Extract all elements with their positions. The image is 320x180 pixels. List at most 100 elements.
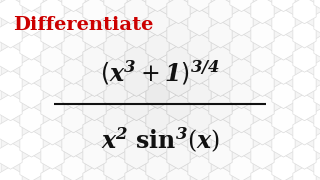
Polygon shape <box>83 142 106 169</box>
Polygon shape <box>188 82 211 109</box>
Polygon shape <box>83 94 106 121</box>
Polygon shape <box>293 166 316 180</box>
Polygon shape <box>20 106 43 133</box>
Polygon shape <box>251 118 274 145</box>
Polygon shape <box>188 154 211 180</box>
Polygon shape <box>146 154 169 180</box>
Polygon shape <box>0 0 1 12</box>
Text: ${\bfit x}^{\bfit 2}\ \mathbf{sin}^{\bfit 3}({\bfit x})$: ${\bfit x}^{\bfit 2}\ \mathbf{sin}^{\bfi… <box>100 126 220 155</box>
Polygon shape <box>230 130 253 157</box>
Polygon shape <box>209 118 232 145</box>
Polygon shape <box>41 118 64 145</box>
Polygon shape <box>83 118 106 145</box>
Polygon shape <box>104 106 127 133</box>
Polygon shape <box>146 9 169 36</box>
Polygon shape <box>104 130 127 157</box>
Polygon shape <box>293 0 316 24</box>
Polygon shape <box>209 94 232 121</box>
Polygon shape <box>314 57 320 84</box>
Polygon shape <box>83 0 106 24</box>
Polygon shape <box>20 0 43 12</box>
Polygon shape <box>209 166 232 180</box>
Polygon shape <box>209 69 232 96</box>
Polygon shape <box>293 21 316 48</box>
Polygon shape <box>62 154 85 180</box>
Polygon shape <box>230 9 253 36</box>
Polygon shape <box>125 0 148 24</box>
Polygon shape <box>209 21 232 48</box>
Polygon shape <box>62 57 85 84</box>
Polygon shape <box>41 69 64 96</box>
Polygon shape <box>230 33 253 60</box>
Polygon shape <box>146 33 169 60</box>
Polygon shape <box>293 69 316 96</box>
Polygon shape <box>41 166 64 180</box>
Polygon shape <box>62 130 85 157</box>
Polygon shape <box>167 166 190 180</box>
Polygon shape <box>146 82 169 109</box>
Polygon shape <box>0 69 22 96</box>
Polygon shape <box>0 166 22 180</box>
Polygon shape <box>0 57 1 84</box>
Text: Differentiate: Differentiate <box>13 16 153 34</box>
Polygon shape <box>104 0 127 12</box>
Polygon shape <box>83 166 106 180</box>
Polygon shape <box>167 69 190 96</box>
Polygon shape <box>0 142 22 169</box>
Polygon shape <box>20 33 43 60</box>
Polygon shape <box>104 9 127 36</box>
Polygon shape <box>62 9 85 36</box>
Polygon shape <box>251 0 274 24</box>
Polygon shape <box>0 21 22 48</box>
Polygon shape <box>293 94 316 121</box>
Polygon shape <box>41 0 64 24</box>
Polygon shape <box>230 82 253 109</box>
Polygon shape <box>209 45 232 72</box>
Polygon shape <box>251 166 274 180</box>
Polygon shape <box>62 0 85 12</box>
Polygon shape <box>104 57 127 84</box>
Polygon shape <box>209 0 232 24</box>
Polygon shape <box>83 21 106 48</box>
Polygon shape <box>146 179 169 180</box>
Polygon shape <box>125 118 148 145</box>
Polygon shape <box>314 82 320 109</box>
Polygon shape <box>230 154 253 180</box>
Polygon shape <box>20 9 43 36</box>
Polygon shape <box>62 82 85 109</box>
Polygon shape <box>146 57 169 84</box>
Polygon shape <box>188 179 211 180</box>
Polygon shape <box>62 33 85 60</box>
Polygon shape <box>83 69 106 96</box>
Polygon shape <box>0 94 22 121</box>
Polygon shape <box>20 179 43 180</box>
Polygon shape <box>0 45 22 72</box>
Polygon shape <box>104 154 127 180</box>
Polygon shape <box>251 45 274 72</box>
Polygon shape <box>0 82 1 109</box>
Polygon shape <box>0 179 1 180</box>
Polygon shape <box>83 45 106 72</box>
Polygon shape <box>20 130 43 157</box>
Polygon shape <box>104 33 127 60</box>
Polygon shape <box>272 57 295 84</box>
Polygon shape <box>314 33 320 60</box>
Polygon shape <box>272 33 295 60</box>
Polygon shape <box>293 142 316 169</box>
Polygon shape <box>209 142 232 169</box>
Polygon shape <box>125 69 148 96</box>
Polygon shape <box>293 118 316 145</box>
Polygon shape <box>251 142 274 169</box>
Polygon shape <box>41 94 64 121</box>
Polygon shape <box>272 130 295 157</box>
Polygon shape <box>251 94 274 121</box>
Polygon shape <box>0 9 1 36</box>
Polygon shape <box>146 106 169 133</box>
Polygon shape <box>272 0 295 12</box>
Polygon shape <box>314 130 320 157</box>
Polygon shape <box>0 0 22 24</box>
Polygon shape <box>314 179 320 180</box>
Polygon shape <box>125 166 148 180</box>
Polygon shape <box>272 179 295 180</box>
Polygon shape <box>125 142 148 169</box>
